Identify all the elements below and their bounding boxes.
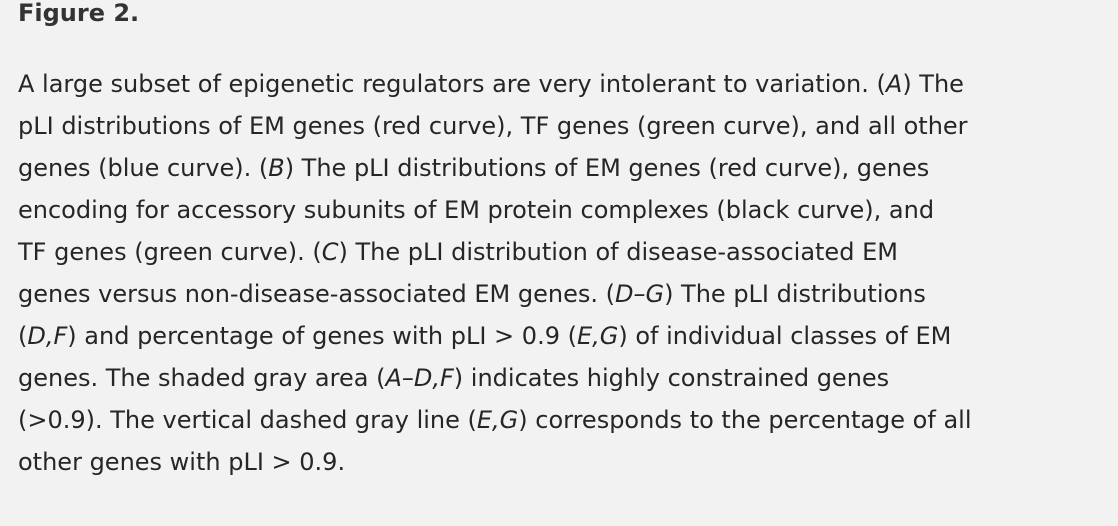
caption-text: genes versus non-disease-associated EM g…: [18, 280, 615, 308]
caption-line: pLI distributions of EM genes (red curve…: [18, 105, 1108, 147]
caption-text: ) and percentage of genes with pLI > 0.9…: [67, 322, 577, 350]
caption-text: genes. The shaded gray area (: [18, 364, 386, 392]
caption-text: (: [18, 322, 28, 350]
caption-line: genes (blue curve). (B) The pLI distribu…: [18, 147, 1108, 189]
panel-reference: E,G: [476, 406, 519, 434]
caption-line: A large subset of epigenetic regulators …: [18, 63, 1108, 105]
caption-text: A large subset of epigenetic regulators …: [18, 70, 886, 98]
caption-line: genes. The shaded gray area (A–D,F) indi…: [18, 357, 1108, 399]
caption-text: ) corresponds to the percentage of all: [518, 406, 972, 434]
caption-text: encoding for accessory subunits of EM pr…: [18, 196, 935, 224]
caption-text: ) indicates highly constrained genes: [453, 364, 890, 392]
figure-heading: Figure 2.: [18, 0, 140, 27]
caption-text: other genes with pLI > 0.9.: [18, 448, 346, 476]
caption-text: ) The pLI distribution of disease-associ…: [338, 238, 898, 266]
caption-line: genes versus non-disease-associated EM g…: [18, 273, 1108, 315]
figure-caption: A large subset of epigenetic regulators …: [18, 63, 1108, 483]
caption-text: genes (blue curve). (: [18, 154, 269, 182]
caption-line: TF genes (green curve). (C) The pLI dist…: [18, 231, 1108, 273]
panel-reference: D,F: [27, 322, 68, 350]
caption-text: ) The pLI distributions: [664, 280, 926, 308]
panel-reference: A: [885, 70, 903, 98]
caption-line: encoding for accessory subunits of EM pr…: [18, 189, 1108, 231]
caption-text: ) The: [902, 70, 964, 98]
panel-reference: C: [321, 238, 339, 266]
panel-reference: A–D,F: [385, 364, 454, 392]
caption-text: pLI distributions of EM genes (red curve…: [18, 112, 968, 140]
panel-reference: B: [268, 154, 285, 182]
caption-text: (>0.9). The vertical dashed gray line (: [18, 406, 477, 434]
caption-line: (D,F) and percentage of genes with pLI >…: [18, 315, 1108, 357]
caption-text: ) of individual classes of EM: [618, 322, 952, 350]
caption-text: ) The pLI distributions of EM genes (red…: [284, 154, 930, 182]
caption-line: (>0.9). The vertical dashed gray line (E…: [18, 399, 1108, 441]
caption-text: TF genes (green curve). (: [18, 238, 322, 266]
caption-line: other genes with pLI > 0.9.: [18, 441, 1108, 483]
panel-reference: E,G: [576, 322, 619, 350]
panel-reference: D–G: [614, 280, 665, 308]
